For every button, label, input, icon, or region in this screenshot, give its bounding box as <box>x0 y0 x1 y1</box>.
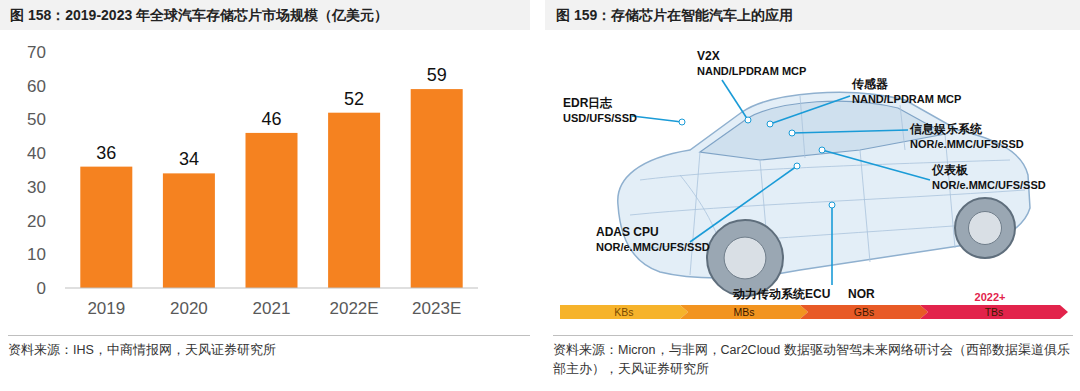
callout-line <box>722 80 748 120</box>
callout-line <box>632 116 682 122</box>
component-memory: NAND/LPDRAM MCP <box>852 93 961 105</box>
wireframe <box>690 152 700 275</box>
y-tick-label: 40 <box>27 144 46 163</box>
x-tick-label: 2019 <box>87 299 125 318</box>
wireframe <box>860 150 870 262</box>
wireframe <box>945 134 955 248</box>
callout-line <box>770 96 850 124</box>
callout-dot <box>767 121 773 127</box>
y-tick-label: 10 <box>27 245 46 264</box>
wireframe <box>800 96 805 158</box>
component-name: ADAS CPU <box>596 225 659 239</box>
callout-dot <box>794 163 800 169</box>
x-tick-label: 2021 <box>253 299 291 318</box>
component-name: 仪表板 <box>931 163 969 177</box>
bar <box>80 167 132 288</box>
source-note: 资料来源：IHS，中商情报网，天风证券研究所 <box>8 335 530 360</box>
bar <box>411 89 463 288</box>
scale-note: 2022+ <box>975 291 1006 303</box>
component-name: 动力传动系统ECU <box>732 287 830 301</box>
component-memory: NOR/e.MMC/UFS/SSD <box>932 179 1046 191</box>
y-tick-label: 60 <box>27 77 46 96</box>
scale-segment <box>800 305 928 319</box>
wheel <box>955 198 1015 258</box>
callout-line <box>690 166 797 242</box>
callout-line <box>822 150 930 180</box>
y-tick-label: 30 <box>27 178 46 197</box>
callout-dot <box>829 202 835 208</box>
component-name: EDR日志 <box>563 96 613 110</box>
car-window <box>700 101 945 160</box>
component-name: 信息娱乐系统 <box>909 122 983 136</box>
title-band <box>0 0 530 30</box>
bar <box>163 173 215 288</box>
chart-title: 图 158：2019-2023 年全球汽车存储芯片市场规模（亿美元） <box>10 7 388 23</box>
scale-segment <box>680 305 808 319</box>
component-name: V2X <box>697 49 720 63</box>
x-tick-label: 2023E <box>412 299 461 318</box>
scale-segment <box>920 305 1068 319</box>
data-label: 52 <box>344 89 364 109</box>
x-tick-label: 2020 <box>170 299 208 318</box>
scale-label: KBs <box>614 306 633 318</box>
callout-line <box>831 205 833 285</box>
wireframe <box>900 105 905 150</box>
component-memory: NOR <box>848 287 875 301</box>
callout-dot <box>819 147 825 153</box>
bar <box>246 133 298 288</box>
component-memory: NOR/e.MMC/UFS/SSD <box>596 241 710 253</box>
source-note: 资料来源：Micron，与非网，Car2Cloud 数据驱动智驾未来网络研讨会（… <box>553 335 1073 379</box>
y-tick-label: 20 <box>27 212 46 231</box>
component-name: 传感器 <box>851 77 888 91</box>
diagram-title: 图 159：存储芯片在智能汽车上的应用 <box>556 7 793 23</box>
x-axis <box>65 288 478 289</box>
callout-dot <box>679 119 685 125</box>
data-label: 36 <box>96 143 116 163</box>
component-memory: USD/UFS/SSD <box>563 112 637 124</box>
wireframe <box>640 160 1010 180</box>
title-band <box>545 0 1080 30</box>
wheel <box>707 220 783 296</box>
bars <box>80 89 462 288</box>
component-memory: NOR/e.MMC/UFS/SSD <box>910 138 1024 150</box>
data-label: 34 <box>179 149 199 169</box>
hub <box>724 237 766 279</box>
callout-line <box>792 130 908 133</box>
y-tick-label: 0 <box>37 279 46 298</box>
component-memory: NAND/LPDRAM MCP <box>697 65 806 77</box>
callout-dot <box>789 130 795 136</box>
figure: 图 158：2019-2023 年全球汽车存储芯片市场规模（亿美元） 0 10 20 3… <box>0 0 1080 391</box>
scale-label: MBs <box>734 306 755 318</box>
bar <box>328 113 380 288</box>
callout-dot <box>745 117 751 123</box>
callout-lines <box>632 80 930 285</box>
car-illustration <box>618 92 1030 296</box>
x-tick-label: 2022E <box>330 299 379 318</box>
scale-label: GBs <box>854 306 874 318</box>
data-label: 46 <box>261 109 281 129</box>
scale-segment <box>560 305 688 319</box>
y-tick-label: 50 <box>27 110 46 129</box>
data-label: 59 <box>427 65 447 85</box>
y-tick-label: 70 <box>27 43 46 62</box>
hub <box>969 212 1002 245</box>
scale-label: TBs <box>985 306 1004 318</box>
